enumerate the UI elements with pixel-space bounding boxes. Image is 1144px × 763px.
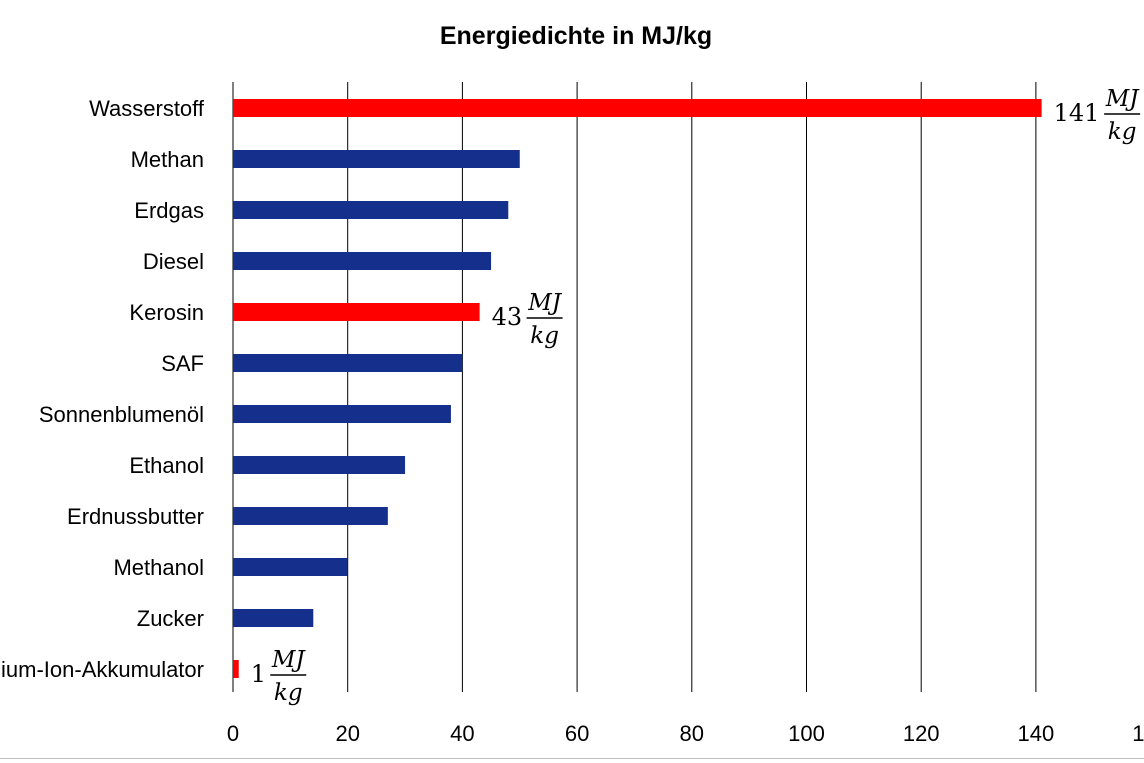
annotation-lithium-ion-akkumulator: 1 MJ kg [251, 647, 307, 706]
x-tick-labels: 0 20 40 60 80 100 120 140 160 [227, 721, 1144, 746]
x-tick-label-20: 20 [335, 721, 359, 746]
x-tick-label-40: 40 [450, 721, 474, 746]
x-tick-label-0: 0 [227, 721, 239, 746]
bar-kerosin [233, 303, 480, 321]
category-label-zucker: Zucker [137, 606, 204, 631]
x-tick-label-120: 120 [903, 721, 940, 746]
category-label-wasserstoff: Wasserstoff [89, 96, 205, 121]
annotation-unit-numerator: MJ [527, 290, 563, 316]
category-label-sonnenblumenöl: Sonnenblumenöl [39, 402, 204, 427]
category-label-methanol: Methanol [113, 555, 204, 580]
annotation-unit-denominator: kg [1108, 119, 1137, 145]
bar-methan [233, 150, 520, 168]
annotation-value: 141 [1054, 99, 1100, 127]
x-tick-label-160: 160 [1132, 721, 1144, 746]
bar-erdgas [233, 201, 509, 219]
bar-diesel [233, 252, 492, 270]
category-label-methan: Methan [131, 147, 204, 172]
category-label-diesel: Diesel [143, 249, 204, 274]
category-label-erdnussbutter: Erdnussbutter [67, 504, 204, 529]
category-label-ethanol: Ethanol [129, 453, 204, 478]
bar-methanol [233, 558, 348, 576]
bar-saf [233, 354, 463, 372]
annotation-wasserstoff: 141 MJ kg [1054, 86, 1141, 145]
bar-wasserstoff [233, 99, 1042, 117]
bar-sonnenblumenöl [233, 405, 451, 423]
x-tick-label-80: 80 [680, 721, 704, 746]
x-tick-label-100: 100 [788, 721, 825, 746]
chart-title: Energiedichte in MJ/kg [439, 22, 713, 50]
x-tick-label-140: 140 [1018, 721, 1055, 746]
category-label-kerosin: Kerosin [129, 300, 204, 325]
bars [233, 99, 1042, 678]
bar-lithium-ion-akkumulator [233, 660, 239, 678]
annotation-unit-denominator: kg [274, 680, 303, 706]
category-label-saf: SAF [161, 351, 204, 376]
annotation-unit-numerator: MJ [1105, 86, 1141, 112]
annotation-unit-denominator: kg [530, 323, 559, 349]
x-tick-label-60: 60 [565, 721, 589, 746]
annotation-unit-numerator: MJ [271, 647, 307, 673]
annotation-value: 1 [251, 660, 266, 688]
annotation-value: 43 [492, 303, 523, 331]
category-label-erdgas: Erdgas [134, 198, 204, 223]
bar-erdnussbutter [233, 507, 388, 525]
annotation-kerosin: 43 MJ kg [492, 290, 563, 349]
bar-zucker [233, 609, 314, 627]
grid-lines [232, 82, 1037, 692]
category-labels: Wasserstoff Methan Erdgas Diesel Kerosin SAF S… [0, 96, 205, 682]
category-label-lithium-ion-akkumulator: Lithium-Ion-Akkumulator [0, 657, 204, 682]
chart-bottom-border [0, 758, 1144, 759]
bar-ethanol [233, 456, 406, 474]
